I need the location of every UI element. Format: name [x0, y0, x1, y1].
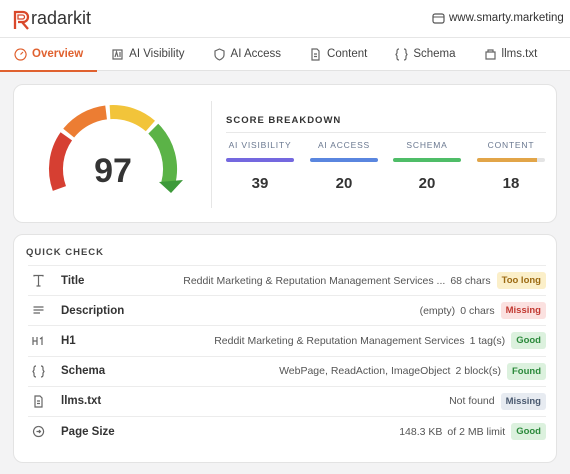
row-detail: 148.3 KB [399, 425, 443, 438]
breakdown-value: 20 [418, 175, 436, 192]
tab-label: AI Access [230, 48, 282, 60]
status-badge: Too long [496, 272, 546, 289]
row-meta: 1 tag(s) [469, 334, 506, 347]
breakdown-item: SCHEMA 20 [393, 140, 461, 192]
row-label: Title [61, 274, 85, 287]
tab[interactable]: AI Access [199, 38, 296, 71]
row-label: Schema [61, 365, 106, 378]
icon [213, 47, 225, 61]
row-detail: Reddit Marketing & Reputation Management… [183, 274, 446, 287]
status-badge: Missing [500, 302, 546, 320]
icon [484, 48, 496, 60]
divider [226, 132, 546, 133]
check-row: Title Reddit Marketing & Reputation Manag… [28, 265, 546, 295]
breakdown-title: SCORE BREAKDOWN [226, 115, 342, 126]
site-icon [432, 13, 445, 24]
icon [311, 47, 320, 61]
row-label: llms.txt [61, 395, 102, 408]
score-value: 97 [94, 152, 132, 190]
progress-track [393, 158, 461, 162]
progress-track [310, 158, 378, 162]
breakdown-label: AI ACCESS [317, 140, 371, 150]
check-row: Description (empty) 0 chars Missing [28, 295, 546, 325]
tab[interactable]: Content [295, 38, 381, 71]
breakdown-item: CONTENT 18 [477, 140, 545, 192]
progress-track [226, 158, 294, 162]
divider [211, 101, 212, 208]
tab[interactable]: Overview [0, 38, 98, 72]
status-badge: Found [506, 362, 546, 380]
quick-check-title: QUICK CHECK [26, 247, 105, 258]
check-row: llms.txt Not found Missing [28, 385, 546, 416]
score-card: 97 SCORE BREAKDOWN AI VISIBILITY 39 AI ACC… [13, 84, 557, 223]
status-badge: Good [511, 423, 546, 440]
check-row: H1 Reddit Marketing & Reputation Manageme… [28, 325, 546, 355]
site-url[interactable]: www.smarty.marketing [449, 12, 564, 24]
breakdown-label: AI VISIBILITY [228, 140, 292, 150]
progress-fill [477, 158, 537, 162]
row-icon [28, 425, 48, 438]
icon [14, 47, 27, 61]
brand: radarkit [31, 8, 92, 28]
breakdown-value: 20 [335, 175, 353, 192]
icon [31, 364, 45, 378]
row-label: Description [61, 304, 125, 317]
icon [112, 48, 123, 60]
breakdown-label: SCHEMA [406, 140, 448, 150]
row-meta: of 2 MB limit [447, 425, 506, 438]
icon [395, 47, 409, 61]
logo-icon [13, 10, 30, 30]
breakdown-item: AI ACCESS 20 [310, 140, 378, 192]
tab[interactable]: AI Visibility [97, 38, 198, 71]
row-detail: Reddit Marketing & Reputation Management… [214, 334, 465, 347]
breakdown-value: 18 [502, 175, 520, 192]
check-row: Schema WebPage, ReadAction, ImageObject 2 … [28, 355, 546, 386]
check-row: Page Size 148.3 KB of 2 MB limit Good [28, 416, 546, 446]
row-label: H1 [61, 334, 76, 347]
tab-label: AI Visibility [129, 48, 185, 60]
breakdown-label: CONTENT [487, 140, 535, 150]
icon [33, 306, 43, 314]
icon [32, 274, 44, 287]
progress-fill [226, 158, 294, 162]
row-meta: 2 block(s) [455, 365, 501, 378]
tab-label: Content [327, 48, 368, 60]
icon [31, 336, 43, 346]
row-detail: WebPage, ReadAction, ImageObject [279, 365, 451, 378]
header: radarkit www.smarty.marketing [0, 0, 570, 38]
tab-bar: Overview AI Visibility AI Access Content Sch… [0, 38, 570, 72]
tab-label: Overview [32, 48, 84, 60]
row-icon [28, 395, 48, 408]
breakdown-item: AI VISIBILITY 39 [226, 140, 294, 192]
row-icon [28, 304, 48, 317]
tab-label: llms.txt [501, 48, 538, 60]
row-icon [28, 364, 48, 378]
breakdown-value: 39 [251, 175, 269, 192]
row-detail: Not found [449, 395, 495, 408]
icon [32, 425, 44, 438]
row-detail: (empty) [419, 304, 456, 317]
status-badge: Good [511, 332, 546, 350]
progress-fill [310, 158, 378, 162]
status-badge: Missing [500, 392, 546, 410]
row-icon [28, 274, 48, 287]
tab-label: Schema [413, 48, 456, 60]
progress-track [477, 158, 545, 162]
quick-check-card: QUICK CHECK Title Reddit Marketing & Repu… [13, 234, 557, 463]
row-meta: 0 chars [460, 304, 495, 317]
row-icon [28, 334, 48, 347]
score-gauge: 97 [48, 105, 183, 193]
tab[interactable]: llms.txt [470, 38, 552, 71]
row-meta: 68 chars [450, 274, 491, 287]
icon [33, 395, 43, 408]
row-label: Page Size [61, 425, 115, 438]
tab[interactable]: Schema [381, 38, 469, 71]
progress-fill [393, 158, 461, 162]
